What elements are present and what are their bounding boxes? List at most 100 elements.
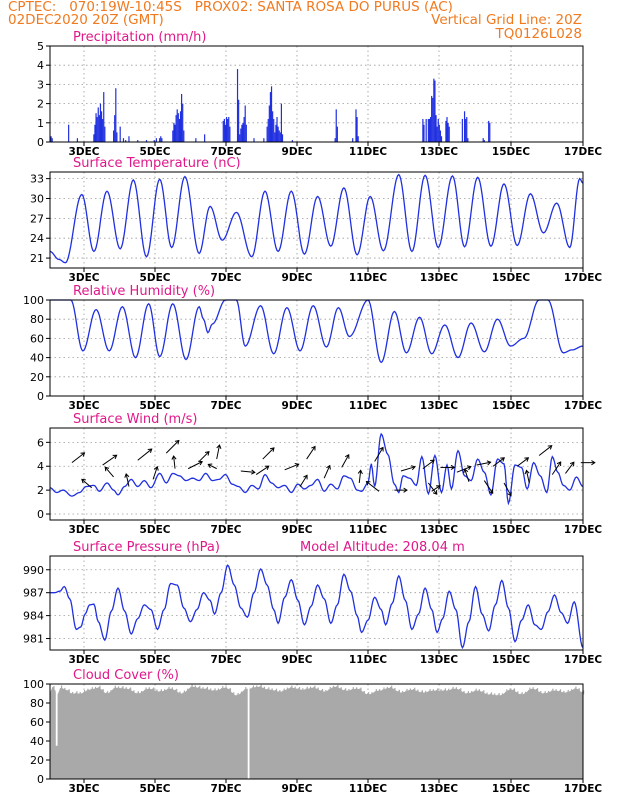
humidity-panel: 0 20 40 60 80 100 3DEC 5DEC 7DEC 9DEC 11DEC 13DEC 15… [23,284,602,412]
cloud-column [423,692,426,697]
precip-bar [94,124,96,142]
precip-bar [238,99,240,142]
cloud-column [497,694,499,699]
cloud-column [539,691,541,696]
precip-bar [236,69,239,142]
cloud-column [279,690,281,695]
cloud-column [355,687,358,692]
x-tick-label: 3DEC [69,272,100,284]
cloud-column [212,691,214,696]
x-tick-label: 15DEC [492,146,531,158]
cloud-column [202,687,204,692]
cloud-column [545,694,547,699]
cloud-column [324,691,326,696]
precip-bar [128,136,130,142]
wind-vector [262,447,275,460]
precip-bar [277,126,279,142]
y-tick-label: 33 [30,173,44,186]
cloud-column [241,694,244,699]
wind-vector [299,475,308,487]
precip-bar [446,117,448,142]
y-tick-label: 30 [30,192,44,205]
precip-bar [440,136,443,142]
pressure-panel: 981 984 987 990 3DEC 5DEC 7DEC 9DEC 11DEC 13DEC 15… [23,540,602,666]
cloud-column [329,686,331,691]
precip-bar [461,118,463,142]
cloud-column [304,690,306,695]
cloud-column [164,689,166,694]
precip-bar [243,117,245,142]
wind-arrowhead [547,445,553,450]
cloud-column [89,690,91,695]
wind-vector [427,482,438,495]
cloud-column [223,689,225,694]
cloud-column [139,693,142,698]
cloud-title: Cloud Cover (%) [73,668,179,683]
cloud-column [456,691,459,696]
precip-bar [245,124,247,142]
precip-bar [435,115,437,142]
precip-bar [98,115,100,142]
cloud-column [522,695,524,700]
cloud-column [437,688,439,693]
x-tick-label: 17DEC [564,400,603,412]
cloud-column [251,687,253,692]
cloud-column [282,690,284,695]
cloud-column [479,693,482,698]
precip-bar [483,140,485,142]
cloud-column [411,690,414,695]
cloud-column [432,689,434,694]
cloud-column [94,686,97,691]
cloud-column [73,695,75,700]
cloud-column [465,694,467,699]
cloud-column [317,687,319,692]
cloud-column [173,690,176,695]
cloud-column [578,688,580,693]
cloud-column [523,693,525,698]
pressure-title: Surface Pressure (hPa) [73,540,220,555]
cloud-column [337,684,339,689]
cloud-column [327,691,329,696]
cloud-column [215,692,217,697]
wind-arrowhead [556,461,562,467]
precip-bar [224,124,227,142]
cloud-column [145,687,147,692]
precip-bar [244,105,246,142]
cloud-column [264,690,267,695]
precip-bar [273,118,275,142]
wind-vector [551,461,562,475]
cloud-column [538,692,540,697]
precip-bar [99,103,102,142]
x-tick-label: 7DEC [211,783,242,795]
precip-bar [179,111,182,142]
cloud-column [448,688,450,693]
wind-vector [306,446,316,460]
wind-arrowhead [591,460,596,466]
cloud-column [556,693,558,698]
precip-bar [178,118,181,142]
cloud-column [277,692,279,697]
cloud-column [210,688,212,693]
precip-bar [281,134,284,142]
cloud-column [137,691,139,696]
wind-vector [516,457,529,467]
precip-bar [174,124,176,142]
cloud-column [318,691,320,696]
precip-bar [137,140,139,142]
precip-bar [356,117,358,142]
cloud-column [370,694,372,699]
precip-bar [335,109,337,142]
cloud-column [439,690,441,695]
cloud-column [245,687,247,692]
cloud-column [436,689,438,694]
cloud-column [132,691,134,696]
x-tick-label: 5DEC [140,524,171,536]
cloud-column [453,690,455,695]
cloud-column [70,693,73,698]
cloud-column [354,688,357,693]
cloud-column [58,692,60,697]
y-tick-label: 20 [30,754,44,767]
wind-arrowhead [463,468,469,474]
cloud-column [107,691,109,696]
x-tick-label: 15DEC [492,654,531,666]
